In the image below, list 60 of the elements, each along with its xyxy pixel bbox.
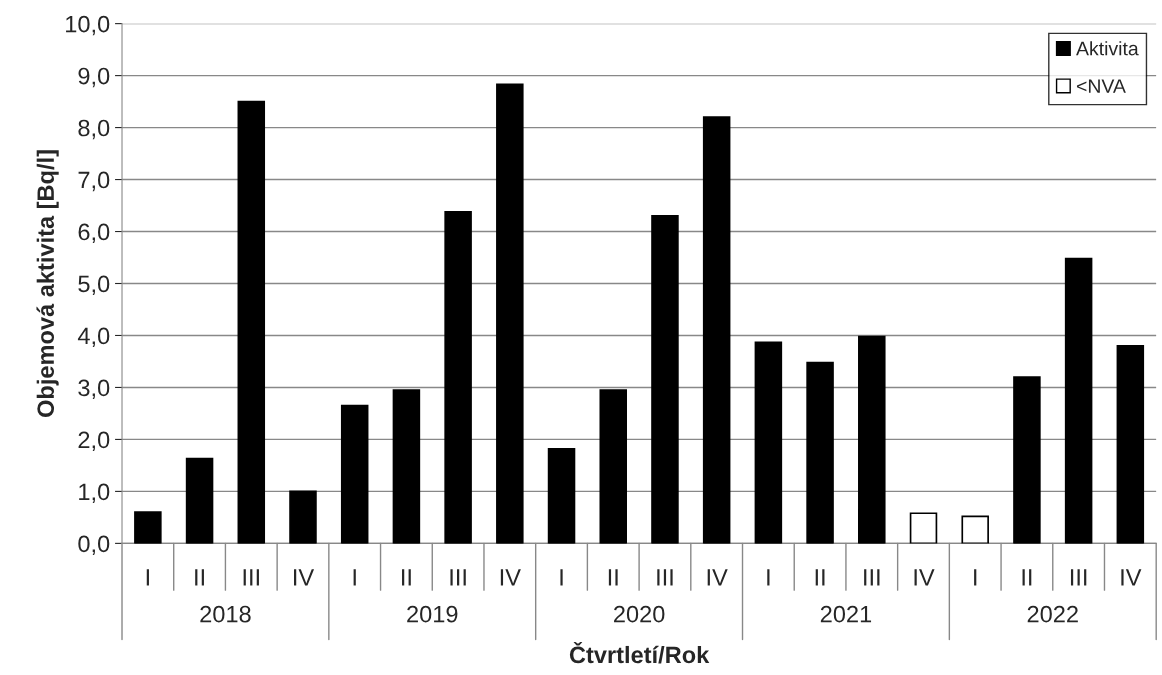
- text: 2019: [407, 605, 458, 623]
- text: 2020: [614, 605, 665, 623]
- bar: [340, 404, 369, 544]
- bar: [651, 215, 679, 544]
- legend-label: Aktivita: [1076, 41, 1139, 56]
- x-tick-label: IV: [500, 569, 521, 586]
- bar: [237, 100, 266, 544]
- y-tick-label: 2,0: [78, 431, 110, 451]
- x-tick-label: II: [1022, 569, 1032, 586]
- y-axis-title: Objemová aktivita [Bq/l]: [36, 150, 59, 417]
- bar: [185, 457, 214, 544]
- legend-label: <NVA: [1076, 79, 1126, 93]
- x-tick-label: III: [450, 569, 466, 586]
- bar: [496, 83, 524, 544]
- y-tick-label: 0,0: [78, 535, 110, 555]
- x-tick-label: IV: [707, 569, 728, 586]
- x-tick-label: IV: [914, 569, 935, 586]
- bar: [392, 389, 421, 544]
- y-tick-label: 7,0: [78, 171, 110, 192]
- bar: [547, 447, 576, 544]
- bar: [134, 511, 162, 544]
- bar: [1116, 345, 1145, 544]
- text: 2018: [200, 605, 251, 623]
- text: 2022: [1027, 605, 1078, 623]
- x-axis-title: Čtvrtletí/Rok: [569, 641, 710, 664]
- y-tick-label: 10,0: [66, 15, 110, 36]
- y-tick-label: 9,0: [78, 67, 110, 88]
- y-tick-label: 8,0: [78, 119, 110, 140]
- text: 2021: [820, 605, 872, 623]
- bar: [754, 341, 783, 544]
- x-tick-label: II: [195, 569, 204, 586]
- x-tick-label: I: [353, 569, 356, 586]
- x-tick-label: IV: [1121, 569, 1142, 586]
- bar: [702, 116, 731, 544]
- x-tick-label: III: [1070, 569, 1087, 586]
- y-tick-label: 6,0: [78, 223, 110, 244]
- bar: [1064, 257, 1093, 544]
- bar: [1013, 376, 1041, 544]
- bar: [909, 512, 938, 544]
- x-tick-label: III: [243, 569, 259, 586]
- bar: [858, 335, 886, 544]
- bar: [806, 361, 834, 544]
- bar: [961, 515, 989, 544]
- y-tick-label: 1,0: [79, 483, 110, 503]
- x-tick-label: IV: [294, 569, 315, 586]
- bar: [444, 210, 472, 544]
- x-tick-label: II: [608, 569, 618, 586]
- x-tick-label: III: [864, 569, 880, 586]
- x-tick-label: I: [560, 569, 563, 586]
- x-tick-label: II: [402, 569, 411, 586]
- y-tick-label: 5,0: [78, 275, 110, 296]
- x-tick-label: I: [767, 569, 770, 586]
- x-tick-label: I: [974, 569, 977, 586]
- x-tick-label: III: [657, 569, 673, 586]
- y-tick-label: 3,0: [78, 379, 110, 400]
- x-tick-label: II: [815, 569, 825, 586]
- x-tick-label: I: [146, 569, 149, 586]
- bar: [289, 490, 317, 544]
- y-tick-label: 4,0: [77, 327, 110, 348]
- bar: [599, 389, 628, 544]
